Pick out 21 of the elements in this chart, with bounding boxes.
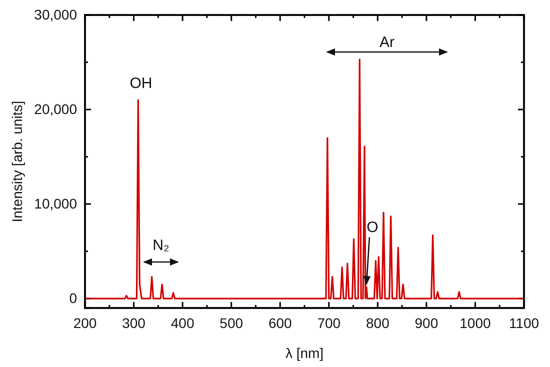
x-tick-label: 1000 xyxy=(460,314,492,331)
x-tick-label: 700 xyxy=(317,314,341,331)
annotation: Ar xyxy=(380,34,395,51)
x-tick-label: 900 xyxy=(414,314,438,331)
annotation: N₂ xyxy=(152,237,170,254)
y-tick-label: 20,000 xyxy=(34,100,78,117)
annotation: O xyxy=(366,219,378,236)
x-tick-label: 200 xyxy=(73,314,97,331)
x-tick-label: 500 xyxy=(220,314,244,331)
y-tick-label: 0 xyxy=(69,290,78,306)
y-tick-label: 30,000 xyxy=(34,6,78,22)
y-tick-label: 10,000 xyxy=(34,196,78,212)
y-axis-title: Intensity [arb. units] xyxy=(9,100,25,222)
annotation: OH xyxy=(130,75,152,92)
x-tick-label: 1100 xyxy=(508,314,540,331)
x-tick-label: 300 xyxy=(122,314,146,331)
x-tick-label: 800 xyxy=(366,314,390,331)
x-tick-label: 600 xyxy=(268,314,292,331)
x-axis-title: λ [nm] xyxy=(285,345,324,361)
line-series xyxy=(84,58,525,300)
x-tick-label: 400 xyxy=(170,314,194,331)
